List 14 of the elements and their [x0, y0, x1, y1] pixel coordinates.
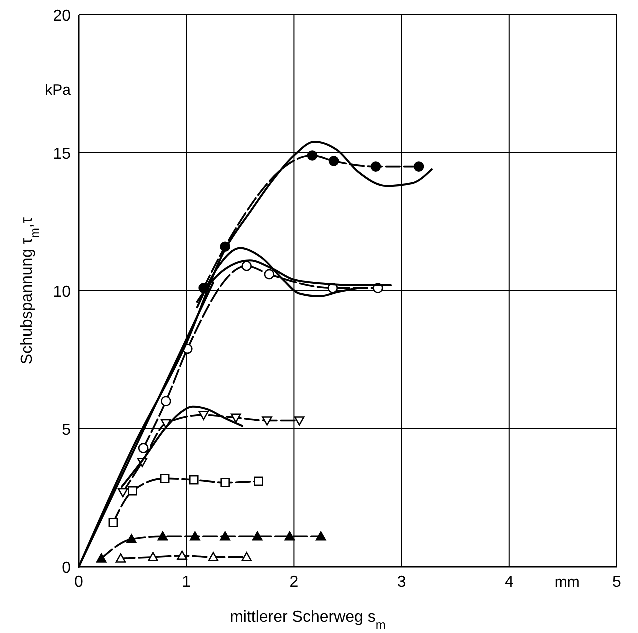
x-tick-label: 4: [504, 574, 514, 591]
x-tick-label: 1: [182, 574, 192, 591]
x-tick-label: 5: [612, 574, 622, 591]
x-tick-label: 0: [74, 574, 84, 591]
x-tick-label: 2: [290, 574, 299, 591]
y-tick-label: 5: [62, 422, 72, 439]
y-tick-label: 20: [53, 8, 72, 25]
y-tick-label: 15: [53, 146, 72, 163]
text: mm: [554, 574, 580, 591]
y-tick-label: 10: [53, 284, 72, 301]
x-axis-title: mittlerer Scherweg s$_{m}$: [230, 609, 386, 632]
text: kPa: [45, 82, 72, 99]
x-tick-label: 3: [397, 574, 406, 591]
y-tick-label: 0: [62, 560, 72, 577]
